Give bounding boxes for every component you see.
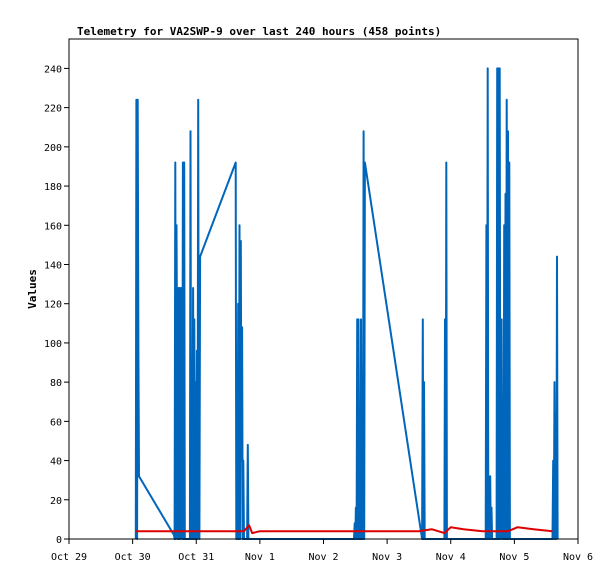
y-tick-label: 220 — [44, 104, 62, 115]
y-tick-label: 40 — [50, 457, 62, 468]
x-tick-label: Nov 4 — [436, 552, 466, 563]
x-tick-label: Oct 31 — [178, 552, 214, 563]
y-tick-label: 200 — [44, 143, 62, 154]
x-tick-label: Nov 5 — [499, 552, 529, 563]
y-tick-label: 240 — [44, 64, 62, 75]
y-tick-label: 140 — [44, 260, 62, 271]
chart-title: Telemetry for VA2SWP-9 over last 240 hou… — [77, 25, 441, 38]
axes-layer: 0 20 40 60 80 100 120 140 160 180 200 220 240 Oct 29 O… — [44, 64, 593, 563]
y-tick-label: 60 — [50, 417, 62, 428]
x-tick-label: Oct 29 — [51, 552, 87, 563]
y-tick-label: 100 — [44, 339, 62, 350]
y-tick-label: 20 — [50, 496, 62, 507]
plot-area-frame — [68, 38, 579, 540]
x-tick-label: Nov 2 — [308, 552, 338, 563]
x-tick-label: Nov 6 — [563, 552, 593, 563]
x-tick-label: Oct 30 — [115, 552, 151, 563]
series-line-2 — [135, 524, 553, 535]
x-tick-label: Nov 3 — [372, 552, 402, 563]
x-tick-label: Nov 1 — [245, 552, 275, 563]
y-axis-label: Values — [26, 269, 39, 309]
y-tick-label: 120 — [44, 300, 62, 311]
y-tick-label: 0 — [56, 535, 62, 546]
y-tick-label: 160 — [44, 221, 62, 232]
y-tick-label: 180 — [44, 182, 62, 193]
y-tick-label: 80 — [50, 378, 62, 389]
